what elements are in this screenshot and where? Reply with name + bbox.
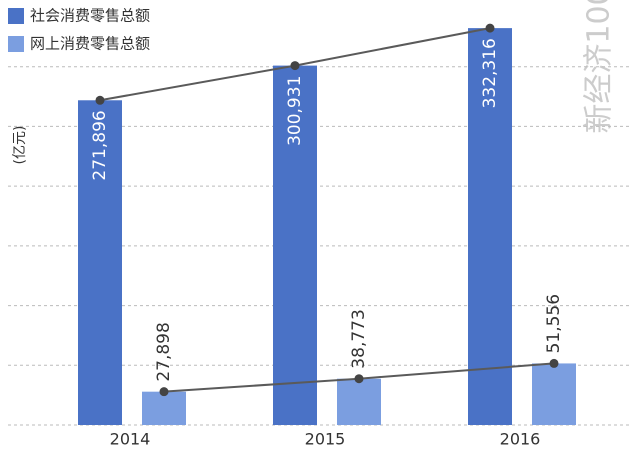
legend-swatch [8, 36, 24, 52]
value-label: 38,773 [349, 309, 369, 368]
bar [532, 363, 576, 425]
x-tick-label: 2015 [305, 430, 346, 449]
bar [468, 28, 512, 425]
bar [78, 100, 122, 425]
y-axis-label: (亿元) [12, 126, 28, 165]
value-label: 332,316 [480, 38, 500, 108]
bar [337, 378, 381, 425]
legend-label: 网上消费零售总额 [30, 35, 150, 53]
bar [142, 391, 186, 425]
marker [159, 387, 169, 397]
bar [273, 65, 317, 425]
legend-label: 社会消费零售总额 [30, 7, 150, 25]
value-label: 27,898 [154, 322, 174, 381]
legend-swatch [8, 8, 24, 24]
marker [549, 358, 559, 368]
value-label: 271,896 [90, 110, 110, 180]
value-label: 300,931 [285, 76, 305, 146]
marker [95, 95, 105, 105]
marker [485, 23, 495, 33]
value-label: 51,556 [544, 294, 564, 353]
x-tick-label: 2016 [500, 430, 541, 449]
x-tick-label: 2014 [110, 430, 151, 449]
marker [290, 61, 300, 71]
marker [354, 374, 364, 384]
